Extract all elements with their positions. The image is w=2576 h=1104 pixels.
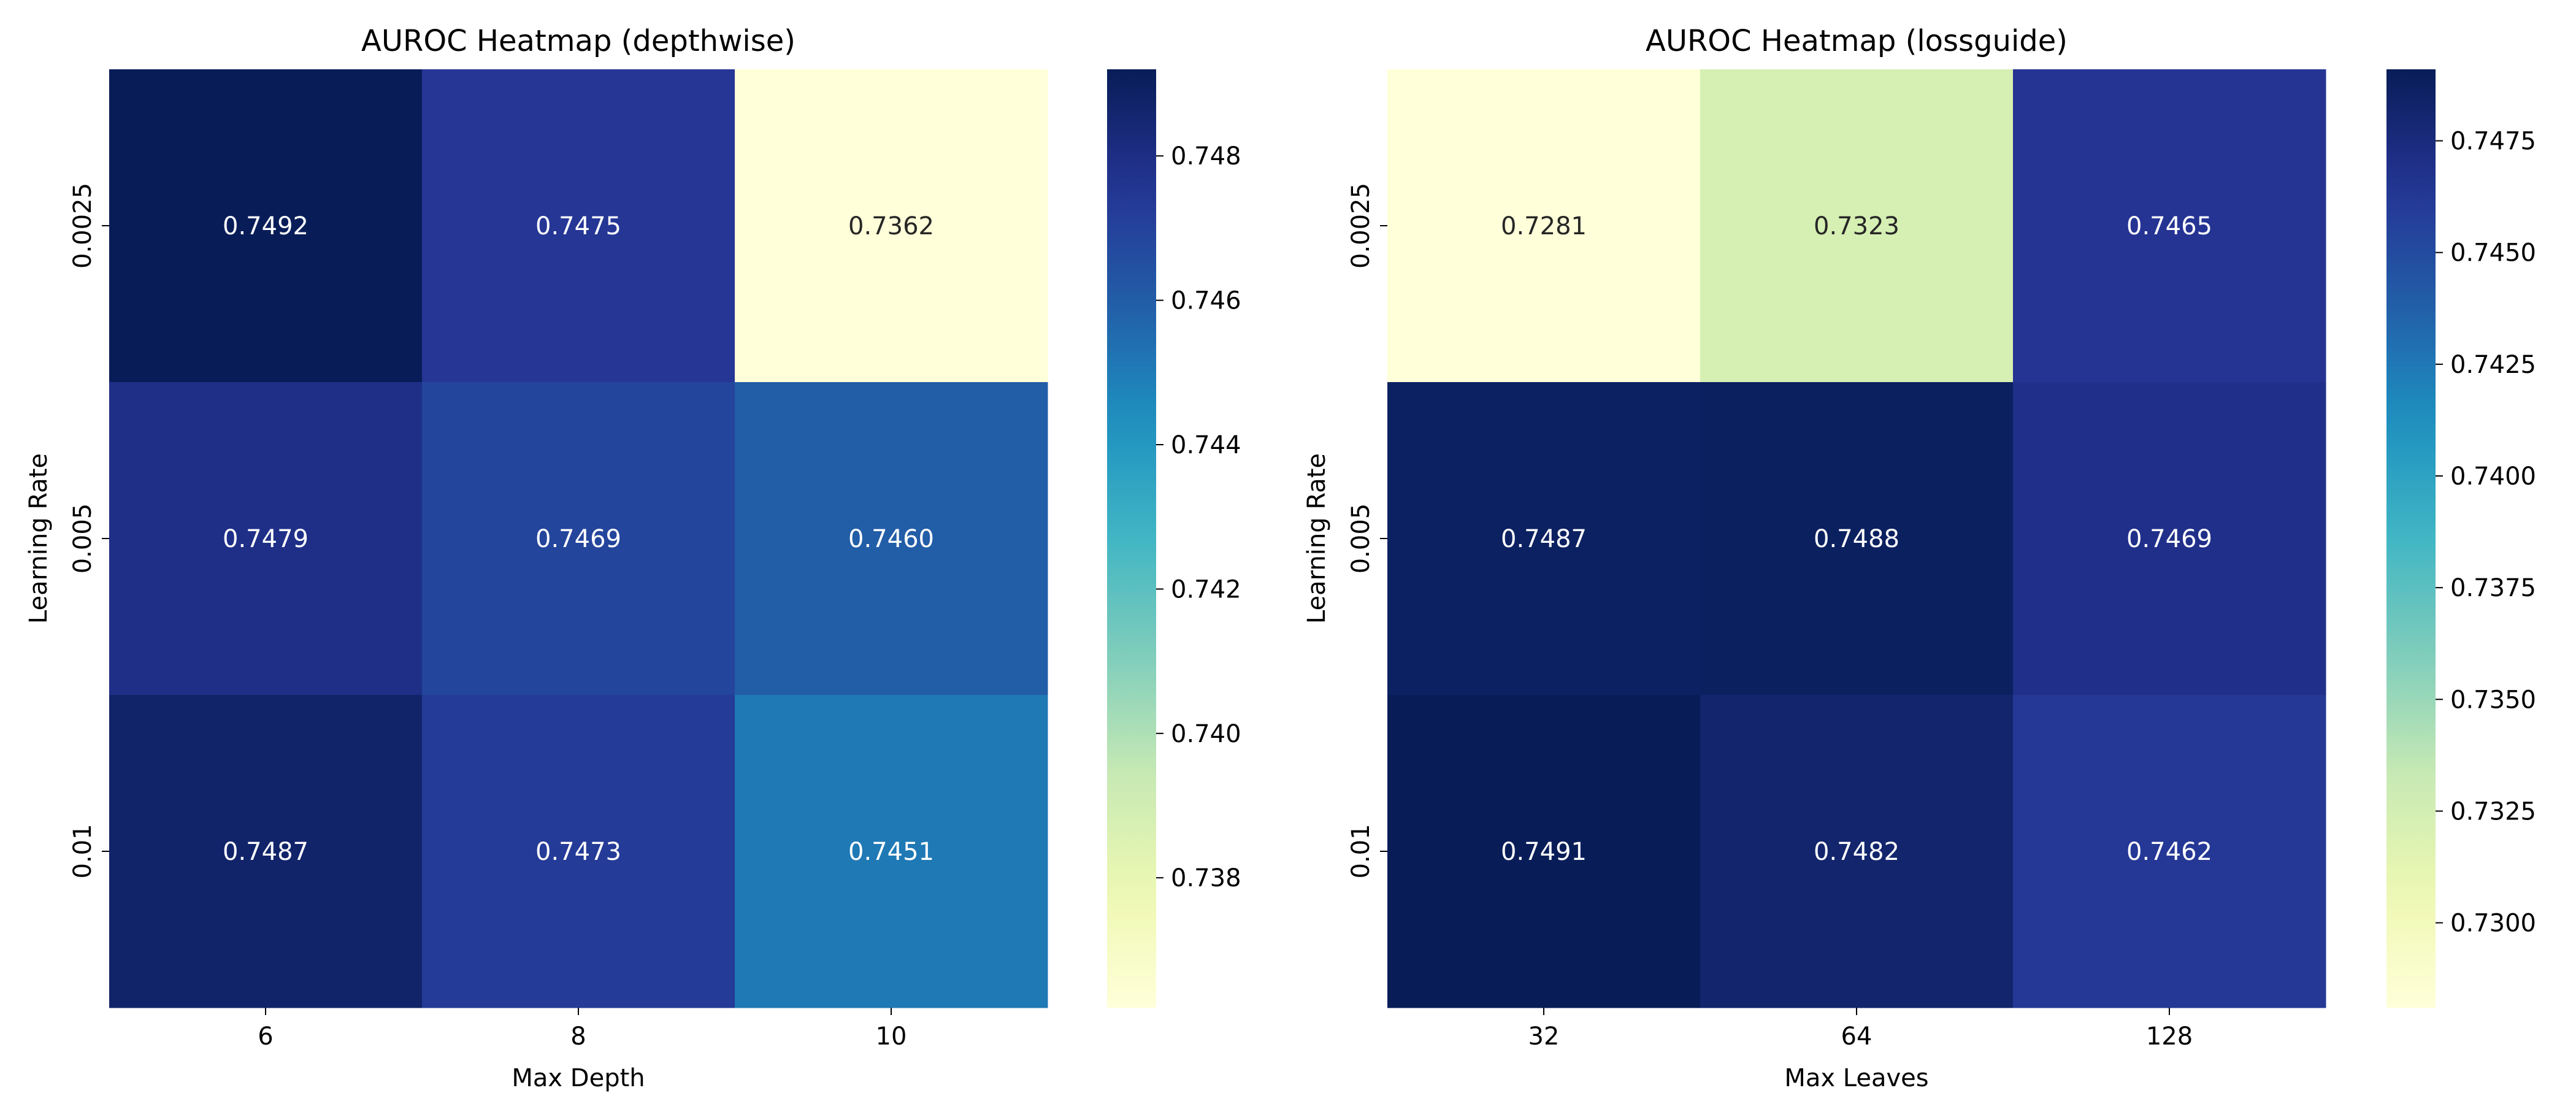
heatmap-cell: [735, 69, 1048, 383]
heatmap-cell: [735, 695, 1048, 1008]
cell-value-label: 0.7460: [848, 525, 934, 553]
heatmap-cell: [2013, 695, 2326, 1008]
cell-value-label: 0.7362: [848, 212, 934, 240]
heatmap-cell: [109, 695, 423, 1008]
cell-value-label: 0.7479: [223, 525, 309, 553]
colorbar-tick-label: 0.744: [1171, 431, 1241, 459]
heatmap-cell: [1387, 382, 1701, 696]
cell-value-label: 0.7469: [2126, 525, 2212, 553]
colorbar-tick-label: 0.742: [1171, 575, 1241, 604]
colorbar-tick-label: 0.7475: [2450, 128, 2536, 156]
cell-value-label: 0.7491: [1501, 838, 1587, 866]
x-tick-label: 32: [1528, 1022, 1560, 1051]
cell-value-label: 0.7475: [535, 212, 621, 240]
cell-value-label: 0.7473: [535, 838, 621, 866]
chart-title: AUROC Heatmap (lossguide): [1646, 24, 2068, 58]
x-axis-label: Max Depth: [512, 1064, 645, 1092]
colorbar-tick-label: 0.7450: [2450, 239, 2536, 267]
heatmap-cell: [1700, 69, 2014, 383]
heatmap-cell: [422, 695, 735, 1008]
cell-value-label: 0.7323: [1814, 212, 1899, 240]
lossguide-heatmap-panel: 0.7281 0.7323 0.7465 0.7487 0.7488 0.7469 0.74…: [1303, 24, 2536, 1092]
y-tick-label: 0.0025: [1347, 183, 1375, 269]
colorbar-tick-label: 0.746: [1171, 287, 1241, 315]
cell-value-label: 0.7451: [848, 838, 934, 866]
depthwise-heatmap-panel: 0.7492 0.7475 0.7362 0.7479 0.7469 0.7460 0.74…: [25, 24, 1241, 1092]
colorbar-tick-label: 0.7300: [2450, 910, 2536, 938]
y-axis-label: Learning Rate: [1303, 453, 1331, 624]
heatmap-cell: [1700, 382, 2014, 696]
x-axis-label: Max Leaves: [1784, 1064, 1928, 1092]
x-tick-label: 6: [258, 1022, 273, 1051]
y-axis-label: Learning Rate: [25, 453, 53, 624]
cell-value-label: 0.7465: [2126, 212, 2212, 240]
chart-title: AUROC Heatmap (depthwise): [361, 24, 795, 58]
heatmap-cell: [1387, 69, 1701, 383]
heatmap-cell: [109, 69, 423, 383]
colorbar-tick-label: 0.748: [1171, 142, 1241, 171]
heatmap-cell: [1387, 695, 1701, 1008]
y-tick-label: 0.01: [69, 824, 97, 878]
y-tick-label: 0.0025: [69, 183, 97, 269]
heatmap-cell: [109, 382, 423, 696]
heatmap-cell: [422, 69, 735, 383]
colorbar-tick-label: 0.7375: [2450, 574, 2536, 602]
cell-value-label: 0.7482: [1814, 838, 1899, 866]
cell-value-label: 0.7469: [535, 525, 621, 553]
y-tick-label: 0.005: [1347, 504, 1375, 574]
colorbar-tick-label: 0.7400: [2450, 462, 2536, 491]
x-tick-label: 10: [876, 1022, 907, 1051]
y-tick-label: 0.005: [69, 504, 97, 574]
colorbar-tick-label: 0.7425: [2450, 351, 2536, 379]
heatmap-cell: [422, 382, 735, 696]
heatmap-cell: [2013, 69, 2326, 383]
cell-value-label: 0.7281: [1501, 212, 1587, 240]
x-tick-label: 64: [1841, 1022, 1873, 1051]
colorbar: [1107, 69, 1156, 1008]
y-tick-label: 0.01: [1347, 824, 1375, 878]
cell-value-label: 0.7488: [1814, 525, 1899, 553]
colorbar: [2386, 69, 2436, 1008]
heatmap-cell: [1700, 695, 2014, 1008]
x-tick-label: 8: [570, 1022, 586, 1051]
cell-value-label: 0.7462: [2126, 838, 2212, 866]
heatmap-cell: [2013, 382, 2326, 696]
colorbar-tick-label: 0.7350: [2450, 686, 2536, 714]
heatmap-cell: [735, 382, 1048, 696]
colorbar-tick-label: 0.738: [1171, 864, 1241, 892]
x-tick-label: 128: [2146, 1022, 2193, 1051]
cell-value-label: 0.7487: [1501, 525, 1587, 553]
colorbar-tick-label: 0.740: [1171, 720, 1241, 748]
cell-value-label: 0.7492: [223, 212, 309, 240]
cell-value-label: 0.7487: [223, 838, 309, 866]
colorbar-tick-label: 0.7325: [2450, 797, 2536, 826]
